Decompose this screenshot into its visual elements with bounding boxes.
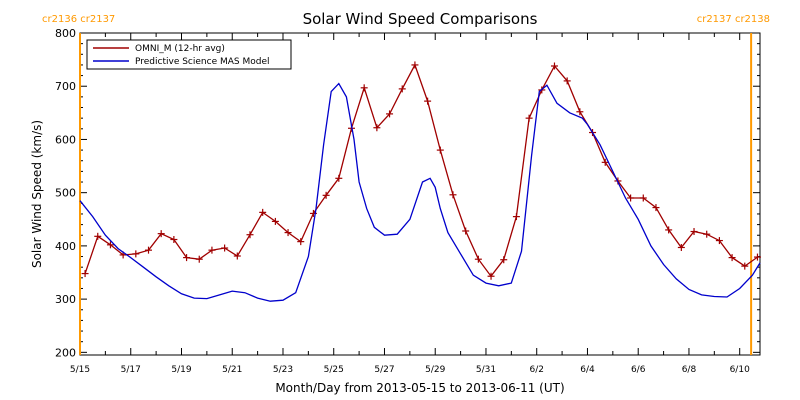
chart-title: Solar Wind Speed Comparisons bbox=[303, 10, 538, 28]
x-tick-label: 6/4 bbox=[580, 365, 595, 375]
legend: OMNI_M (12-hr avg) Predictive Science MA… bbox=[86, 39, 292, 70]
data-point-omni bbox=[386, 110, 394, 118]
data-point-omni bbox=[436, 146, 444, 154]
data-point-omni bbox=[373, 124, 381, 132]
x-tick-label: 5/31 bbox=[476, 365, 496, 375]
x-tick-label: 5/29 bbox=[425, 365, 445, 375]
data-point-omni bbox=[221, 244, 229, 252]
data-point-omni bbox=[753, 253, 761, 261]
data-point-omni bbox=[284, 229, 292, 237]
data-point-omni bbox=[233, 252, 241, 260]
x-tick-label: 6/6 bbox=[631, 365, 646, 375]
x-tick-label: 5/23 bbox=[273, 365, 293, 375]
legend-box bbox=[86, 39, 292, 70]
x-tick-label: 6/2 bbox=[529, 365, 543, 375]
y-tick-label: 200 bbox=[55, 346, 76, 359]
carrington-rotation-label-left: cr2136 cr2137 bbox=[42, 14, 115, 25]
data-point-omni bbox=[411, 61, 419, 69]
x-tick-label: 5/15 bbox=[70, 365, 90, 375]
series-line-model bbox=[79, 82, 761, 302]
data-point-omni bbox=[335, 174, 343, 182]
x-tick-label: 5/21 bbox=[222, 365, 242, 375]
x-tick-label: 5/25 bbox=[324, 365, 344, 375]
data-point-omni bbox=[703, 230, 711, 238]
data-point-omni bbox=[360, 84, 368, 92]
data-point-omni bbox=[157, 230, 165, 238]
y-tick-label: 700 bbox=[55, 80, 76, 93]
data-point-omni bbox=[474, 255, 482, 263]
data-point-omni bbox=[449, 191, 457, 199]
data-point-omni bbox=[639, 194, 647, 202]
y-tick-label: 300 bbox=[55, 293, 76, 306]
legend-label-model: Predictive Science MAS Model bbox=[135, 57, 270, 67]
carrington-rotation-label-right: cr2137 cr2138 bbox=[697, 14, 770, 25]
y-axis-label: Solar Wind Speed (km/s) bbox=[30, 120, 44, 268]
data-point-omni bbox=[576, 108, 584, 116]
data-point-omni bbox=[601, 158, 609, 166]
data-point-omni bbox=[106, 241, 114, 249]
data-point-omni bbox=[563, 77, 571, 85]
x-tick-label: 5/19 bbox=[171, 365, 191, 375]
x-axis-label: Month/Day from 2013-05-15 to 2013-06-11 … bbox=[275, 381, 564, 395]
x-tick-label: 5/27 bbox=[374, 365, 394, 375]
data-point-omni bbox=[271, 217, 279, 225]
data-point-omni bbox=[550, 62, 558, 70]
data-point-omni bbox=[487, 272, 495, 280]
data-point-omni bbox=[145, 246, 153, 254]
data-point-omni bbox=[652, 204, 660, 212]
data-point-omni bbox=[246, 231, 254, 239]
data-point-omni bbox=[81, 270, 89, 278]
data-point-omni bbox=[297, 238, 305, 246]
data-point-omni bbox=[525, 114, 533, 122]
data-point-omni bbox=[259, 208, 267, 216]
data-point-omni bbox=[665, 226, 673, 234]
y-tick-label: 400 bbox=[55, 240, 76, 253]
data-point-omni bbox=[512, 213, 520, 221]
data-point-omni bbox=[462, 227, 470, 235]
data-point-omni bbox=[690, 228, 698, 236]
data-point-omni bbox=[322, 191, 330, 199]
data-point-omni bbox=[170, 236, 178, 244]
data-point-omni bbox=[424, 97, 432, 105]
legend-label-omni: OMNI_M (12-hr avg) bbox=[135, 44, 225, 54]
y-tick-label: 600 bbox=[55, 133, 76, 146]
data-point-omni bbox=[94, 232, 102, 240]
x-tick-label: 5/17 bbox=[121, 365, 141, 375]
x-tick-label: 6/8 bbox=[682, 365, 697, 375]
data-point-omni bbox=[195, 255, 203, 263]
data-point-omni bbox=[677, 243, 685, 251]
data-point-omni bbox=[715, 237, 723, 245]
y-tick-label: 500 bbox=[55, 187, 76, 200]
data-point-omni bbox=[208, 246, 216, 254]
data-point-omni bbox=[627, 194, 635, 202]
data-point-omni bbox=[132, 250, 140, 258]
data-point-omni bbox=[728, 254, 736, 262]
y-tick-label: 800 bbox=[55, 27, 76, 40]
data-point-omni bbox=[398, 85, 406, 93]
series-line-omni bbox=[84, 63, 758, 278]
data-point-omni bbox=[183, 254, 191, 262]
data-point-omni bbox=[500, 256, 508, 264]
data-point-omni bbox=[741, 262, 749, 270]
x-tick-label: 6/10 bbox=[730, 365, 750, 375]
